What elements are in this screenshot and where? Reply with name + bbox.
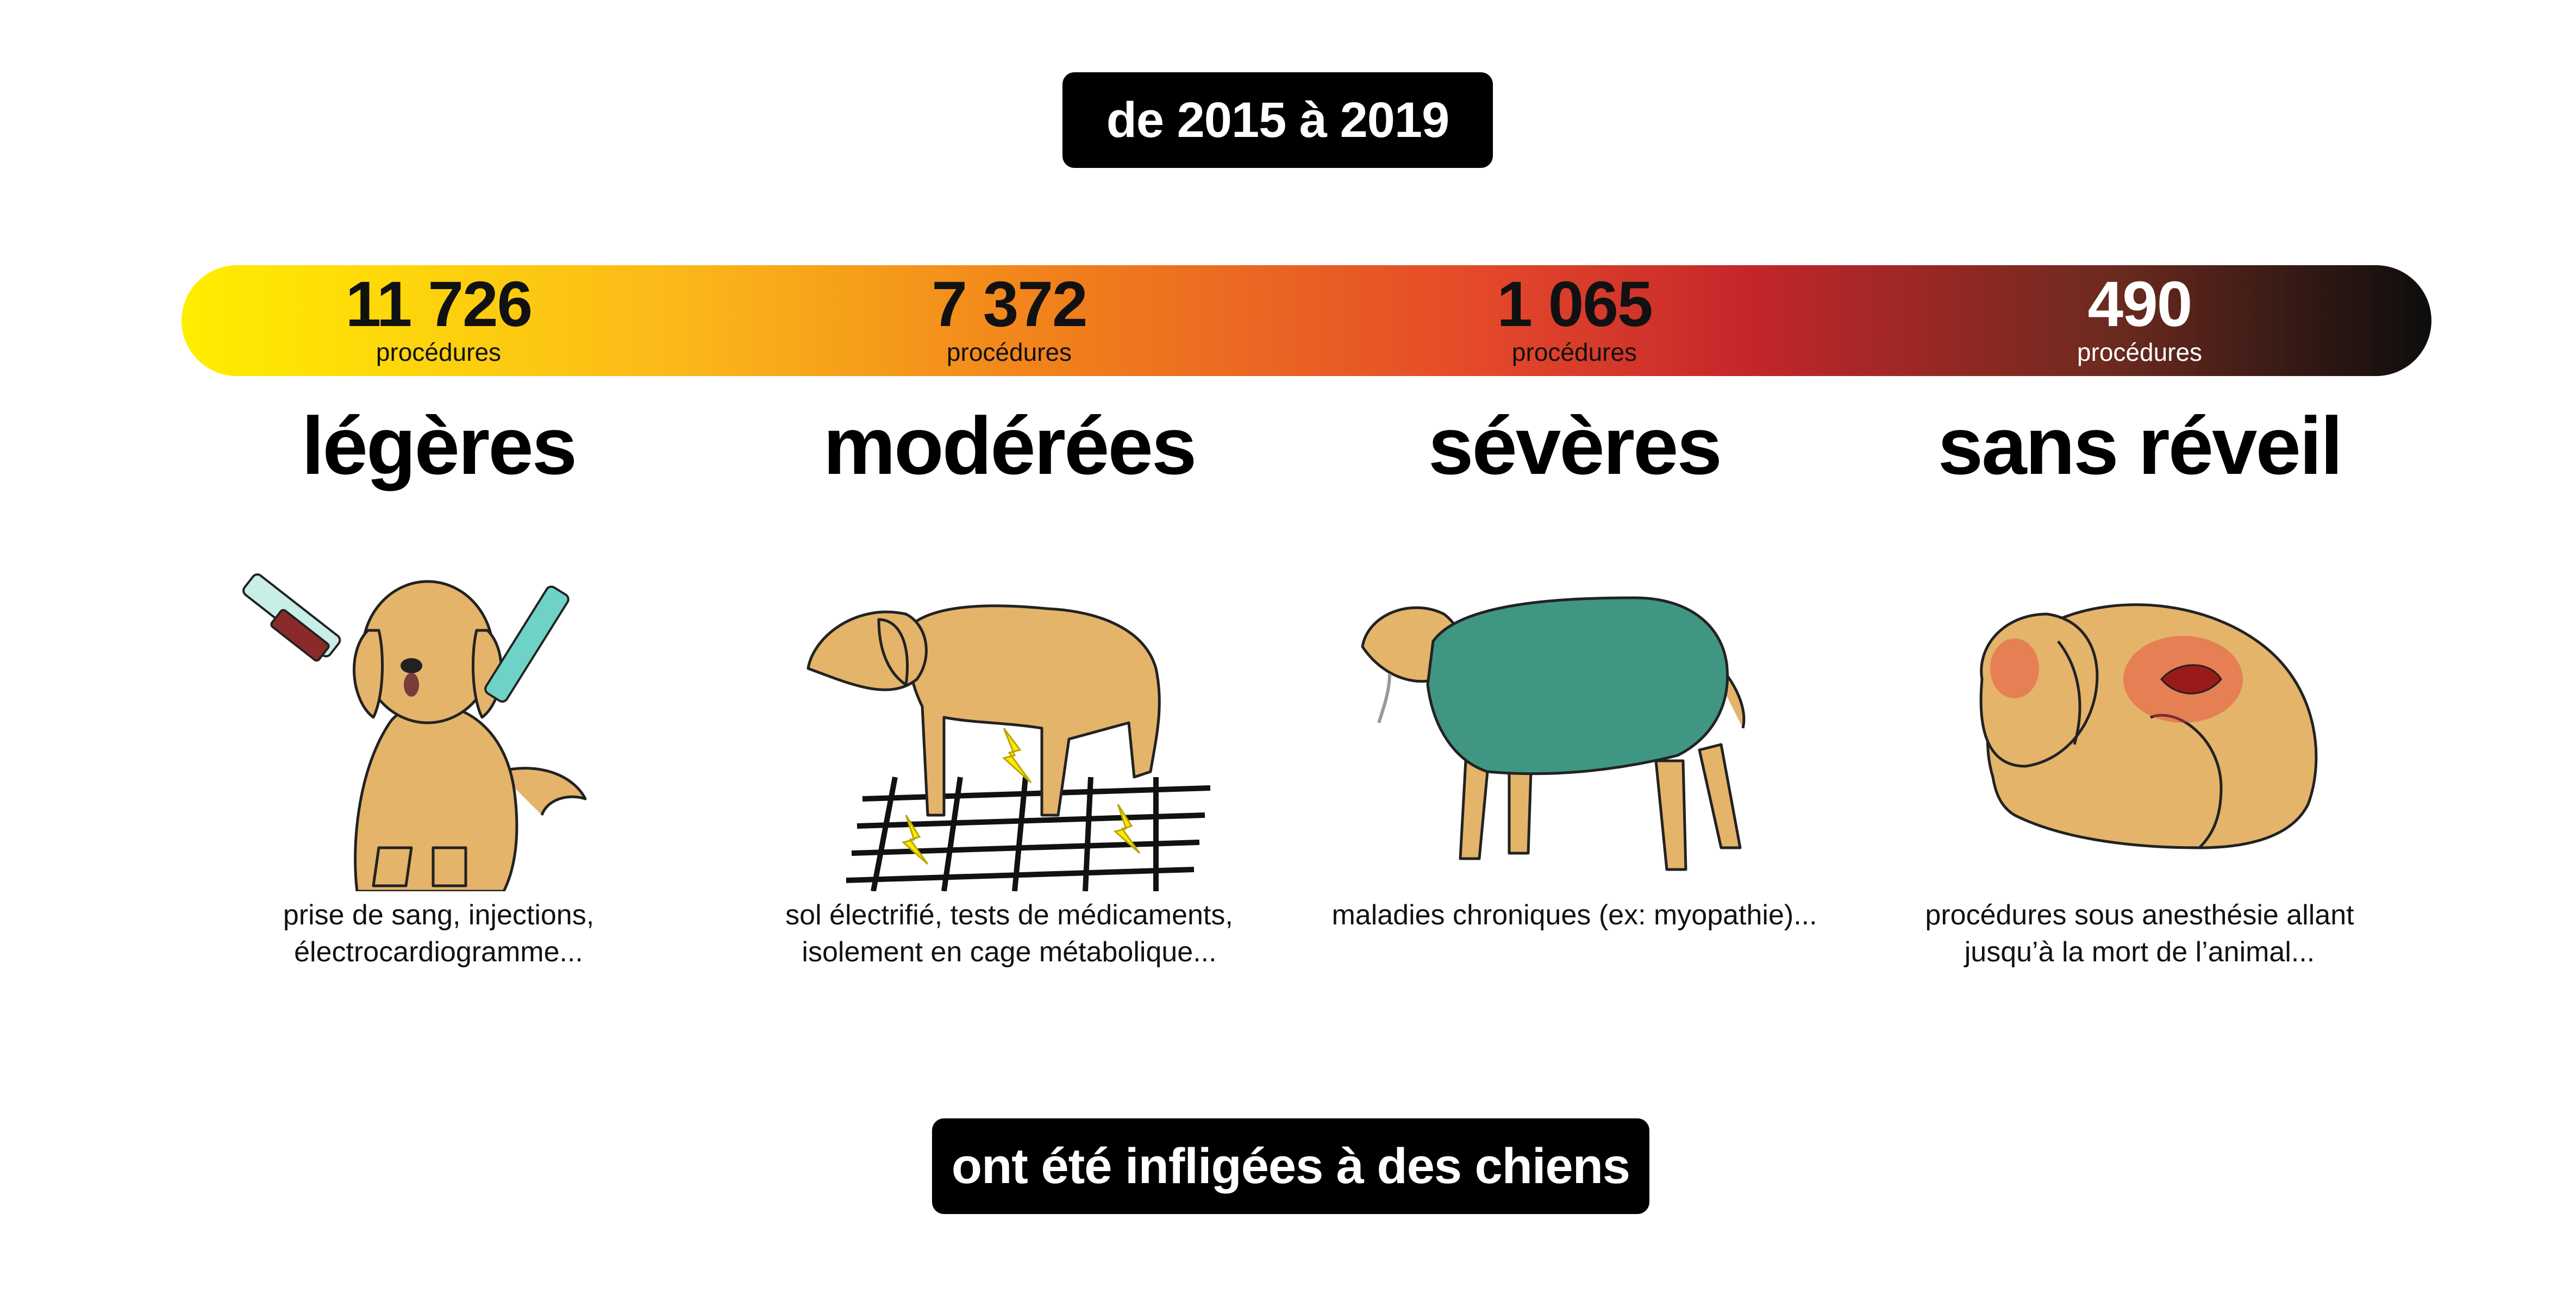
count-value: 11 726 xyxy=(345,268,533,340)
count-unit: procédures xyxy=(1511,338,1637,366)
count-value: 1 065 xyxy=(1497,268,1653,340)
count-value: 490 xyxy=(2087,268,2193,340)
count-unit: procédures xyxy=(946,338,1072,366)
count-unit: procédures xyxy=(376,338,502,366)
level-legeres: légères xyxy=(301,400,577,491)
count-value: 7 372 xyxy=(931,268,1087,340)
count-unit: procédures xyxy=(2077,338,2203,366)
count-severes: 1 065 procédures xyxy=(1384,272,1765,367)
footer-caption: ont été infligées à des chiens xyxy=(932,1118,1649,1214)
level-moderees: modérées xyxy=(823,400,1197,491)
description-sans-reveil: procédures sous anesthésie allant jusqu’… xyxy=(1925,899,2354,968)
severity-gradient-bar xyxy=(182,265,2431,376)
description-severes: maladies chroniques (ex: myopathie)... xyxy=(1331,899,1817,931)
level-severes: sévères xyxy=(1428,400,1722,491)
description-legeres: prise de sang, injections, électrocardio… xyxy=(283,899,595,968)
dog-electrified-floor-icon xyxy=(806,604,1211,891)
count-moderees: 7 372 procédures xyxy=(819,272,1199,367)
count-sans-reveil: 490 procédures xyxy=(1949,272,2330,367)
dog-dead-icon xyxy=(1979,603,2318,849)
period-label: de 2015 à 2019 xyxy=(1062,72,1493,168)
dog-sick-icon xyxy=(1361,596,1746,871)
count-legeres: 11 726 procédures xyxy=(248,272,629,367)
dog-injection-icon xyxy=(242,573,587,891)
description-moderees: sol électrifié, tests de médicaments, is… xyxy=(785,899,1233,968)
level-sans-reveil: sans réveil xyxy=(1937,400,2343,491)
